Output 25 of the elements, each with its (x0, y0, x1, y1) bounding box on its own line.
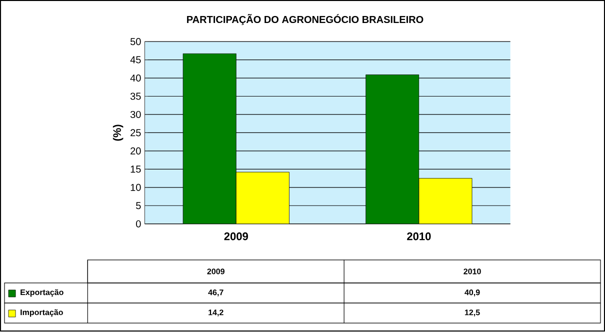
bar (236, 172, 290, 224)
y-tick-label: 0 (136, 220, 141, 228)
y-tick-label: 30 (130, 111, 141, 118)
data-label: 46,7 (208, 290, 224, 297)
data-label: 14,2 (208, 310, 224, 317)
y-tick-label: 35 (130, 92, 141, 100)
bar (418, 178, 472, 224)
bar (182, 54, 236, 224)
y-tick-label: 50 (130, 38, 141, 46)
y-tick-label: 15 (130, 166, 141, 173)
chart-title: PARTICIPAÇÃO DO AGRONEGÓCIO BRASILEIRO (187, 14, 424, 26)
y-tick-label: 25 (130, 129, 141, 136)
legend-label: Exportação (20, 289, 64, 297)
y-tick-label: 40 (130, 74, 141, 82)
y-axis-title: (%) (112, 124, 124, 141)
category-label: 2010 (464, 268, 481, 275)
y-tick-label: 45 (130, 56, 141, 64)
y-tick-label: 10 (130, 184, 141, 192)
data-label: 40,9 (464, 290, 480, 297)
category-label: 2009 (207, 268, 224, 275)
y-tick-label: 20 (130, 148, 141, 155)
y-tick-label: 5 (136, 202, 141, 210)
bar (366, 74, 420, 224)
legend-label: Importação (20, 310, 63, 317)
data-label: 12,5 (464, 310, 480, 317)
